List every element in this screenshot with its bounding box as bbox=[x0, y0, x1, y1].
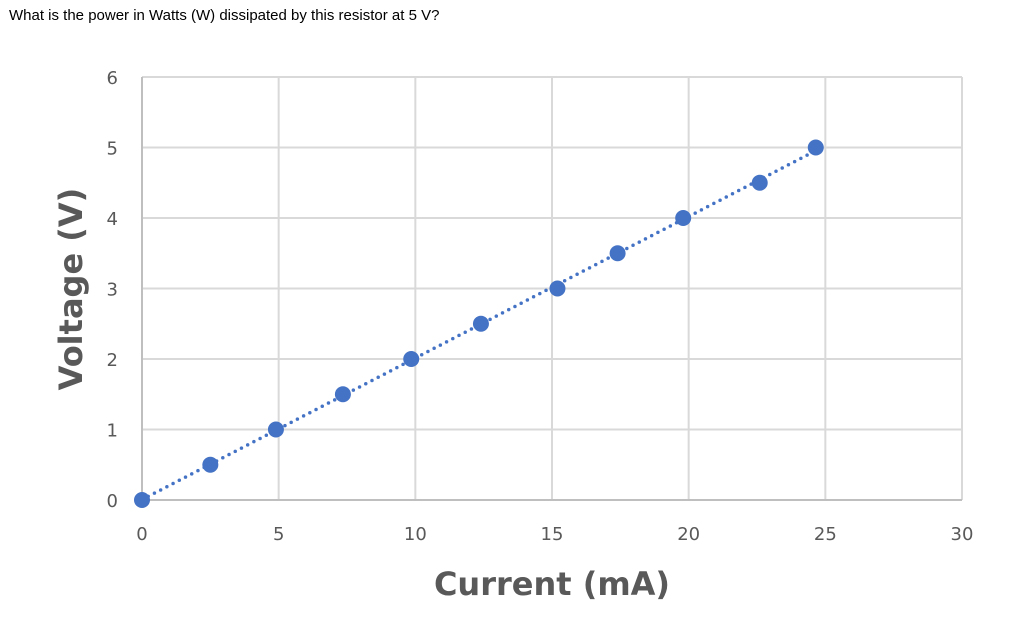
x-axis-ticks: 0 5 10 15 20 25 30 bbox=[136, 524, 973, 545]
x-tick-label: 20 bbox=[677, 524, 700, 545]
y-tick-label: 4 bbox=[107, 209, 118, 230]
data-point bbox=[751, 174, 768, 191]
x-tick-label: 0 bbox=[136, 524, 147, 545]
data-point bbox=[472, 315, 489, 332]
y-axis-ticks: 0 1 2 3 4 5 6 bbox=[107, 68, 118, 512]
data-point bbox=[403, 351, 420, 367]
y-tick-label: 6 bbox=[107, 68, 118, 89]
data-point bbox=[549, 280, 566, 297]
x-tick-label: 5 bbox=[273, 524, 284, 545]
data-point bbox=[807, 139, 824, 156]
data-point bbox=[267, 421, 284, 438]
x-tick-label: 30 bbox=[951, 524, 974, 545]
y-tick-label: 5 bbox=[107, 139, 118, 160]
data-point bbox=[609, 245, 626, 262]
y-tick-label: 0 bbox=[107, 491, 118, 512]
x-tick-label: 15 bbox=[541, 524, 564, 545]
x-tick-label: 25 bbox=[814, 524, 837, 545]
y-tick-label: 1 bbox=[107, 421, 118, 442]
y-tick-label: 3 bbox=[107, 280, 118, 301]
y-tick-label: 2 bbox=[107, 350, 118, 371]
data-point bbox=[675, 210, 692, 226]
data-point bbox=[334, 386, 351, 403]
data-points bbox=[134, 139, 824, 508]
x-tick-label: 10 bbox=[404, 524, 427, 545]
y-axis-title: Voltage (V) bbox=[52, 188, 90, 391]
x-axis-title: Current (mA) bbox=[434, 565, 670, 603]
data-point bbox=[134, 492, 150, 508]
data-point bbox=[202, 456, 219, 473]
question-text: What is the power in Watts (W) dissipate… bbox=[9, 7, 440, 24]
